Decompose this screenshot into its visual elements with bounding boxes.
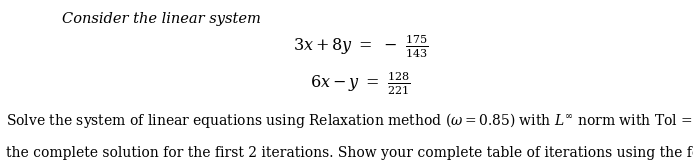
Text: the complete solution for the first 2 iterations. Show your complete table of it: the complete solution for the first 2 it… [6,146,693,160]
Text: Solve the system of linear equations using Relaxation method ($\omega = 0.85$) w: Solve the system of linear equations usi… [6,111,693,130]
Text: $6x - y\ =\ \frac{128}{221}$: $6x - y\ =\ \frac{128}{221}$ [310,70,411,97]
Text: Consider the linear system: Consider the linear system [62,12,261,26]
Text: $3x + 8y\ =\ -\ \frac{175}{143}$: $3x + 8y\ =\ -\ \frac{175}{143}$ [292,33,428,60]
